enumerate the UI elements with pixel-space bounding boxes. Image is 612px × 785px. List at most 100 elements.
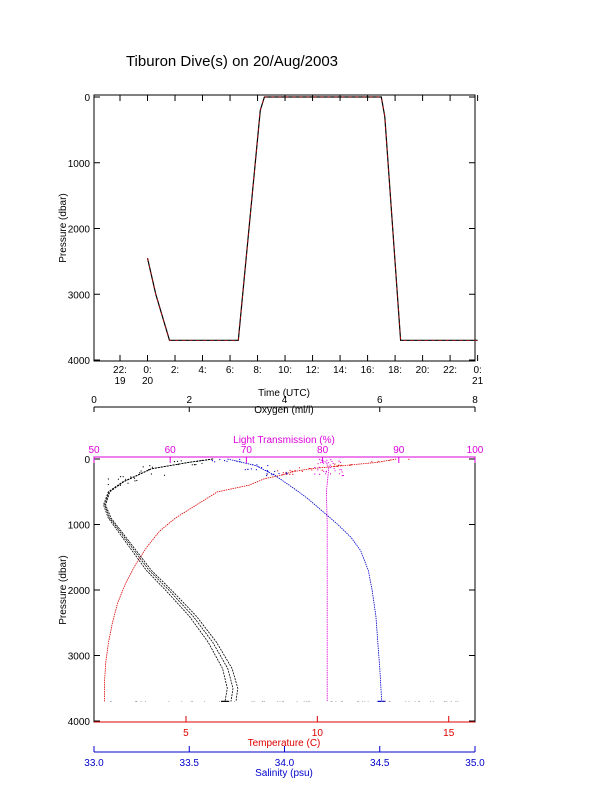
oxygen-profile-line: [103, 458, 228, 702]
light-sample-dot: [338, 460, 340, 462]
temperature-sample-dot: [277, 470, 279, 472]
bottom-sample-dot: [303, 700, 305, 702]
light-sample-dot: [323, 470, 325, 472]
oxygen-sample-dot: [163, 474, 166, 476]
light-sample-dot: [325, 470, 327, 472]
bottom-sample-dot: [296, 700, 298, 702]
pressure-tick-label: 2000: [68, 225, 91, 236]
light-axis-label: Light Transmission (%): [233, 435, 335, 446]
plot-frame: [93, 456, 476, 723]
temperature-sample-dot: [289, 469, 291, 472]
dive-trace: [146, 96, 478, 341]
light-sample-dot: [331, 460, 333, 463]
oxygen-sample-dot: [134, 480, 136, 482]
pressure-tick-label: 1000: [68, 521, 91, 532]
bottom-sample-dot: [455, 700, 457, 702]
light-sample-dot: [317, 463, 319, 465]
light-tick-label: 60: [165, 445, 177, 456]
oxygen-tick-label: 4: [282, 395, 288, 406]
bottom-sample-dot: [389, 700, 391, 702]
temperature-sample-dot: [298, 467, 300, 469]
oxygen-sample-dot: [125, 478, 127, 480]
salinity-sample-dot: [214, 461, 216, 463]
oxygen-sample-dot: [151, 466, 153, 468]
light-sample-dot: [314, 466, 316, 469]
salinity-sample-dot: [267, 464, 269, 467]
bottom-sample-dot: [204, 700, 206, 702]
time-tick-label: 4:: [198, 365, 206, 376]
time-axis-label: Time (UTC): [258, 388, 310, 399]
bottom-sample-dot: [218, 700, 220, 702]
light-sample-dot: [333, 468, 335, 470]
pressure-tick-label: 4000: [68, 356, 91, 367]
time-tick-label: 12:: [306, 365, 320, 376]
oxygen-sample-dot: [176, 460, 179, 462]
oxygen-tick-label: 0: [91, 395, 97, 406]
bottom-sample-dot: [419, 700, 420, 702]
pressure-tick-label: 1000: [68, 159, 91, 170]
light-tick-label: 70: [241, 445, 253, 456]
light-profile-line: [318, 458, 330, 702]
bottom-sample-dot: [450, 700, 452, 702]
bottom-sample-dot: [405, 700, 407, 702]
light-sample-dot: [319, 473, 321, 475]
salinity-sample-dot: [247, 468, 249, 470]
salinity-sample-dot: [266, 473, 268, 475]
time-axis: 22:190:202: 4: 6: 8: 10: 12: 14: 16: 18: 20: 22: 0:…: [113, 95, 484, 387]
bottom-sample-dot: [357, 700, 359, 702]
light-sample-dot: [332, 462, 334, 464]
time-tick-label: 6:: [226, 365, 234, 376]
oxygen-profile-line: [105, 458, 239, 702]
temperature-tick-label: 15: [443, 728, 455, 739]
bottom-sample-dot: [330, 700, 332, 702]
bottom-sample-dot: [264, 700, 265, 702]
temperature-sample-dot: [377, 460, 379, 462]
oxygen-sample-dot: [149, 465, 151, 467]
bottom-sample-dot: [408, 700, 410, 702]
dive-line: [146, 96, 478, 341]
pressure-axis: 0 1000 2000 3000 4000: [68, 93, 475, 367]
light-sample-dot: [338, 473, 341, 475]
salinity-sample-dot: [258, 466, 260, 468]
bottom-sample-dot: [234, 700, 236, 702]
temperature-sample-dot: [371, 461, 373, 463]
salinity-sample-dot: [261, 467, 263, 469]
oxygen-sample-dot: [201, 462, 203, 464]
pressure-axis-label-top: Pressure (dbar): [58, 193, 69, 262]
oxygen-sample-dot: [117, 478, 119, 480]
salinity-axis-label: Salinity (psu): [255, 768, 313, 779]
oxygen-axis-label: Oxygen (ml/l): [254, 405, 313, 416]
bottom-sample-dot: [192, 700, 194, 702]
oxygen-sample-dot: [119, 484, 121, 486]
light-sample-dot: [342, 474, 345, 477]
temperature-sample-dot: [311, 469, 313, 471]
oxygen-sample-dot: [150, 473, 152, 475]
oxygen-sample-dot: [107, 483, 109, 486]
oxygen-sample-dot: [195, 464, 197, 466]
temperature-sample-dot: [289, 473, 291, 475]
pressure-axis-label-bottom: Pressure (dbar): [58, 555, 69, 624]
light-tick-label: 80: [317, 445, 329, 456]
temperature-sample-dot: [340, 464, 342, 466]
light-sample-dot: [323, 462, 325, 464]
pressure-tick-label: 2000: [68, 586, 91, 597]
bottom-sample-dot: [181, 700, 183, 702]
time-tick-label: 16:: [361, 365, 375, 376]
oxygen-tick-label: 8: [472, 395, 478, 406]
temperature-sample-dot: [309, 467, 311, 470]
oxygen-sample-dot: [107, 478, 109, 480]
bottom-sample-dot: [136, 700, 138, 702]
light-sample-dot: [334, 470, 336, 472]
salinity-sample-dot: [266, 470, 268, 472]
temperature-sample-dot: [333, 465, 335, 467]
salinity-sample-dot: [255, 469, 257, 471]
oxygen-sample-dot: [191, 464, 193, 466]
temperature-sample-dot: [292, 473, 294, 475]
light-sample-dot: [341, 475, 343, 477]
bottom-sample-dot: [384, 700, 386, 702]
salinity-sample-dot: [250, 468, 252, 470]
temperature-sample-dot: [282, 472, 284, 474]
oxygen-sample-dot: [180, 460, 182, 462]
bottom-sample-dot: [364, 700, 366, 702]
